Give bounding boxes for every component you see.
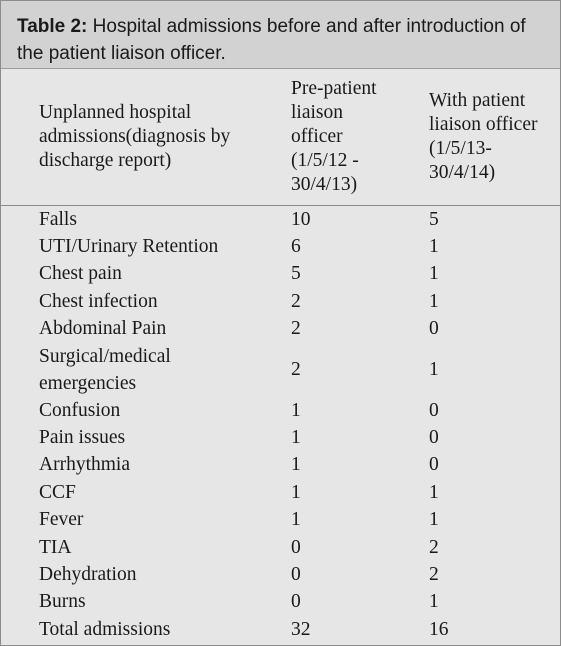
table-header-row: Unplanned hospital admissions(diagnosis … (1, 69, 560, 206)
row-with-count: 1 (429, 481, 439, 503)
header-line: discharge report) (39, 150, 172, 171)
row-diagnosis: Chest infection (39, 290, 158, 312)
header-line: (1/5/13- (429, 138, 492, 159)
row-with-count: 0 (429, 427, 439, 449)
row-diagnosis: Arrhythmia (39, 454, 130, 476)
row-diagnosis: Confusion (39, 399, 121, 421)
row-pre-count: 2 (291, 318, 301, 340)
header-pre-liaison: Pre-patient liaison officer (1/5/12 - 30… (291, 69, 429, 206)
row-with-count: 0 (429, 399, 439, 421)
table-caption: Table 2: Hospital admissions before and … (1, 1, 560, 69)
row-with-count: 0 (429, 318, 439, 340)
table-row: Abdominal Pain 2 0 (1, 316, 560, 343)
row-diagnosis-line: emergencies (39, 372, 137, 394)
table-row: Pain issues 1 0 (1, 424, 560, 451)
row-with-count: 16 (429, 618, 449, 640)
row-diagnosis: Surgical/medical emergencies (1, 343, 291, 397)
row-with-count: 1 (429, 509, 439, 531)
row-pre-count: 2 (291, 358, 301, 380)
row-diagnosis: TIA (39, 536, 72, 558)
table-row: Burns 0 1 (1, 589, 560, 616)
row-with-count: 1 (429, 290, 439, 312)
header-line: admissions(diagnosis by (39, 126, 231, 147)
table-row: UTI/Urinary Retention 6 1 (1, 233, 560, 260)
row-pre-count: 1 (291, 399, 301, 421)
row-with-count: 1 (429, 236, 439, 258)
row-pre-count: 0 (291, 536, 301, 558)
header-line: Unplanned hospital (39, 102, 192, 123)
header-line: 30/4/14) (429, 162, 496, 183)
caption-title-part-1: Hospital admissions before and after int… (87, 16, 526, 37)
row-with-count: 5 (429, 208, 439, 230)
header-line: Pre-patient (291, 78, 377, 99)
row-diagnosis: Chest pain (39, 263, 122, 285)
row-pre-count: 2 (291, 290, 301, 312)
caption-title-part-2: the patient liaison officer. (17, 43, 226, 64)
row-pre-count: 0 (291, 591, 301, 613)
row-pre-count: 5 (291, 263, 301, 285)
row-diagnosis: Pain issues (39, 427, 126, 449)
header-line: officer (291, 126, 343, 147)
header-with-liaison: With patient liaison officer (1/5/13- 30… (429, 69, 560, 206)
caption-label: Table 2: (17, 16, 88, 37)
row-with-count: 2 (429, 563, 439, 585)
row-diagnosis: Falls (39, 208, 77, 230)
row-pre-count: 10 (291, 208, 311, 230)
table-row: Chest pain 5 1 (1, 261, 560, 288)
row-diagnosis: Burns (39, 591, 86, 613)
table-row: Chest infection 2 1 (1, 288, 560, 315)
row-pre-count: 1 (291, 509, 301, 531)
row-with-count: 2 (429, 536, 439, 558)
table-row: Fever 1 1 (1, 507, 560, 534)
row-diagnosis: Dehydration (39, 563, 137, 585)
header-line: liaison officer (429, 114, 538, 135)
row-pre-count: 1 (291, 481, 301, 503)
table-row: Surgical/medical emergencies 2 1 (1, 343, 560, 397)
header-line: With patient (429, 90, 526, 111)
row-with-count: 0 (429, 454, 439, 476)
row-with-count: 1 (429, 263, 439, 285)
row-pre-count: 32 (291, 618, 311, 640)
row-diagnosis-line: Surgical/medical (39, 345, 171, 367)
row-diagnosis: CCF (39, 481, 76, 503)
table-row: Falls 10 5 (1, 206, 560, 234)
row-with-count: 1 (429, 591, 439, 613)
table-row: Dehydration 0 2 (1, 561, 560, 588)
admissions-table: Unplanned hospital admissions(diagnosis … (1, 69, 560, 644)
table-row: Confusion 1 0 (1, 397, 560, 424)
row-diagnosis: Total admissions (39, 618, 171, 640)
table-row: TIA 0 2 (1, 534, 560, 561)
row-pre-count: 6 (291, 236, 301, 258)
table-row: Arrhythmia 1 0 (1, 452, 560, 479)
row-diagnosis: Abdominal Pain (39, 318, 167, 340)
header-diagnosis: Unplanned hospital admissions(diagnosis … (1, 69, 291, 206)
row-pre-count: 1 (291, 454, 301, 476)
table-row: CCF 1 1 (1, 479, 560, 506)
row-pre-count: 0 (291, 563, 301, 585)
row-with-count: 1 (429, 358, 439, 380)
row-diagnosis: Fever (39, 509, 84, 531)
header-line: 30/4/13) (291, 174, 358, 195)
row-diagnosis: UTI/Urinary Retention (39, 236, 219, 258)
header-line: liaison (291, 102, 343, 123)
row-pre-count: 1 (291, 427, 301, 449)
table-row-total: Total admissions 32 16 (1, 616, 560, 643)
header-line: (1/5/12 - (291, 150, 359, 171)
caption-line-1: Table 2: Hospital admissions before and … (17, 13, 560, 40)
